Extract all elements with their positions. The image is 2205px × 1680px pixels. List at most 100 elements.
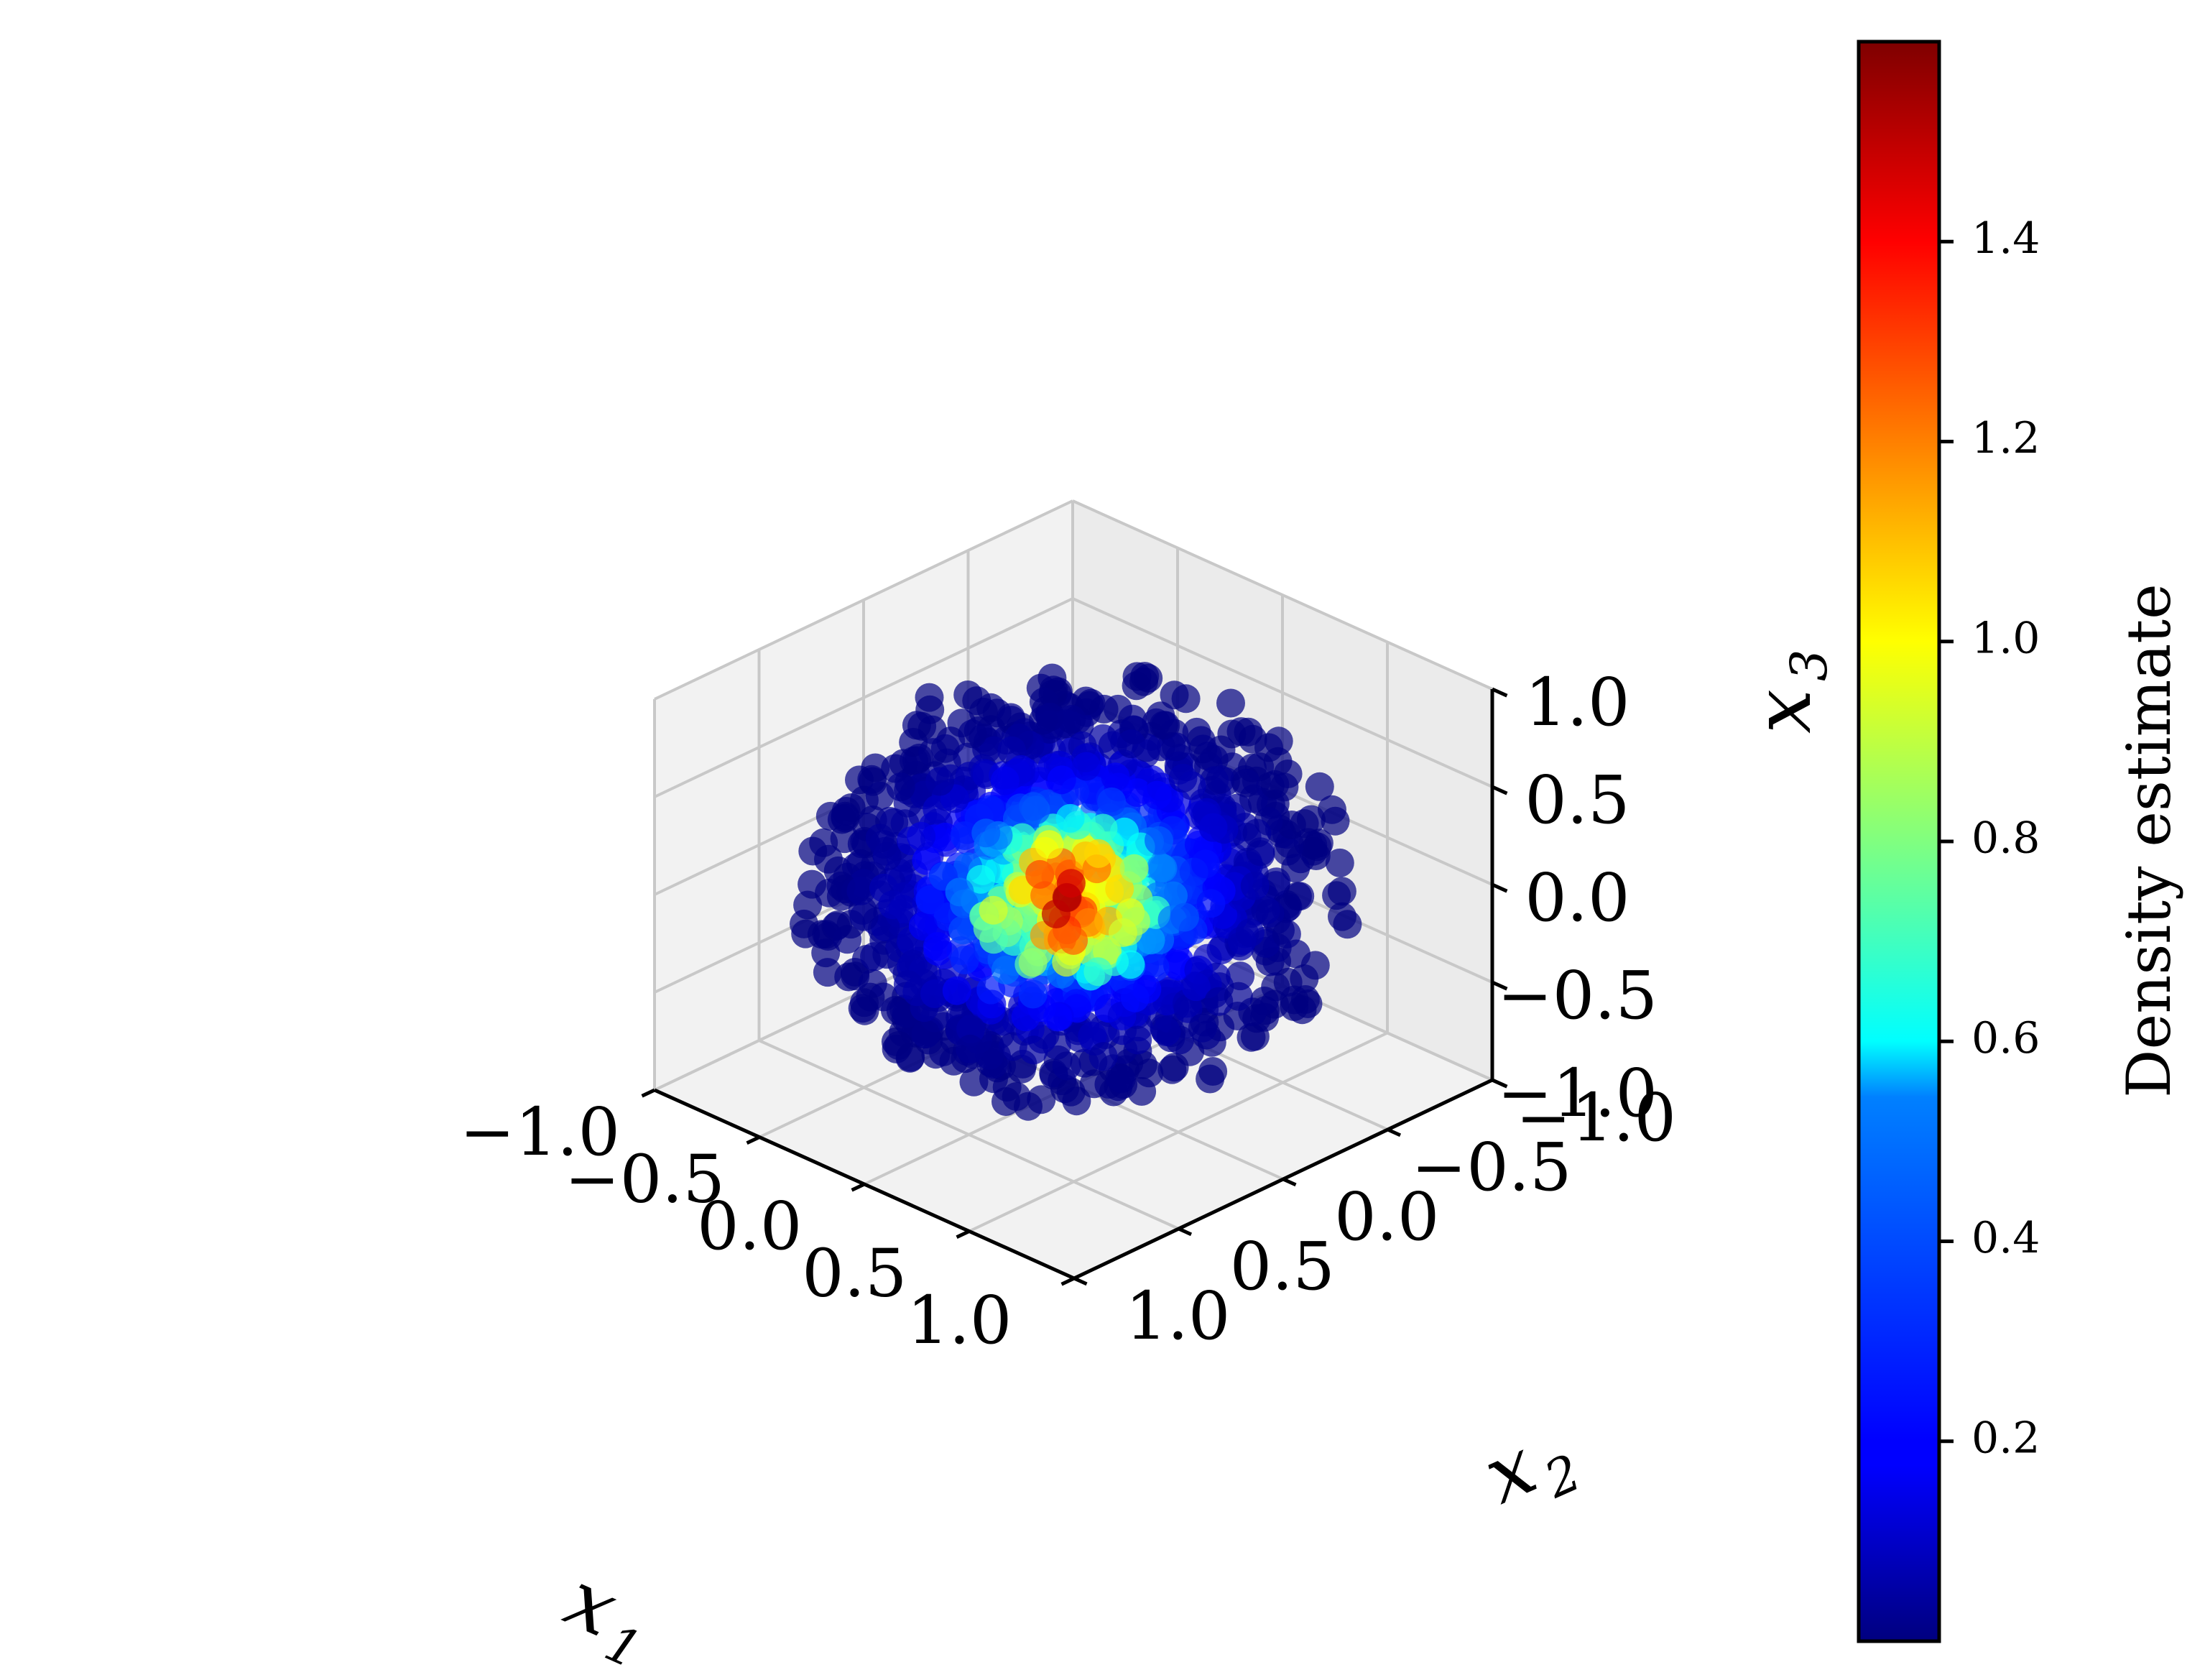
data-point: [1055, 803, 1085, 833]
data-point: [1011, 1002, 1040, 1032]
data-point: [945, 877, 974, 907]
data-point: [1116, 950, 1145, 979]
data-point: [956, 1034, 985, 1063]
data-point: [1217, 719, 1247, 749]
data-point: [1260, 770, 1290, 799]
grid-line: [969, 1031, 1388, 1233]
data-point: [1123, 1025, 1152, 1055]
data-point: [793, 890, 823, 920]
x3-tick-label: 1.0: [1525, 664, 1630, 741]
data-point: [1200, 766, 1229, 795]
data-point: [971, 818, 1001, 848]
data-point: [886, 772, 915, 802]
data-point: [1272, 919, 1301, 949]
data-point: [871, 913, 900, 942]
data-point: [1018, 948, 1048, 977]
colorbar-tick-label: 1.0: [1971, 613, 2040, 663]
x1-tick: [746, 1135, 761, 1145]
data-point: [1254, 733, 1283, 762]
data-point: [1303, 832, 1332, 862]
data-point: [1162, 732, 1191, 762]
colorbar-tick-label: 0.6: [1971, 1013, 2040, 1063]
data-point: [915, 683, 944, 712]
data-point: [942, 976, 971, 1005]
data-point: [1240, 871, 1270, 900]
data-point: [976, 975, 1006, 1005]
x2-tick: [1282, 1177, 1297, 1187]
x2-axis-label-text: x: [1471, 1420, 1549, 1522]
data-point: [1231, 768, 1261, 798]
colorbar-tick-label: 1.4: [1971, 213, 2040, 264]
x1-tick-label: −1.0: [460, 1094, 620, 1171]
data-point: [1052, 1051, 1081, 1081]
data-point: [1097, 787, 1127, 816]
data-point: [915, 885, 945, 915]
data-point: [1148, 854, 1178, 883]
x3-tick: [1491, 980, 1508, 991]
x3-tick: [1491, 1078, 1508, 1089]
x3-tick-label: 0.0: [1525, 859, 1630, 936]
x1-tick: [956, 1229, 971, 1240]
data-point: [920, 979, 949, 1008]
data-point: [991, 956, 1020, 984]
data-point: [950, 946, 979, 974]
data-point: [1117, 729, 1146, 759]
grid-line: [1072, 499, 1493, 691]
data-point: [1035, 830, 1064, 859]
data-point: [1119, 854, 1149, 883]
x1-tick-label: −0.5: [565, 1141, 725, 1218]
data-point: [930, 734, 960, 763]
data-point: [1018, 979, 1048, 1009]
colorbar-tick-label: 0.4: [1971, 1213, 2040, 1263]
data-point: [813, 958, 842, 987]
data-point: [1088, 1042, 1118, 1071]
data-point: [979, 895, 1008, 925]
data-point: [1025, 859, 1055, 889]
data-point: [1171, 684, 1201, 714]
data-point: [908, 911, 938, 941]
data-point: [791, 919, 820, 949]
colorbar-label: Density estimate: [2114, 583, 2184, 1098]
data-point: [1168, 764, 1198, 793]
data-points: [790, 662, 1362, 1121]
data-point: [1120, 983, 1150, 1012]
x2-tick-label: 0.5: [1230, 1228, 1335, 1305]
data-point: [1188, 1013, 1217, 1043]
grid-line: [654, 499, 1073, 701]
data-point: [1290, 964, 1319, 993]
x2-tick-label: 0.0: [1334, 1178, 1439, 1255]
data-point: [1242, 818, 1272, 848]
data-point: [1327, 877, 1356, 906]
x2-tick-label: 1.0: [1125, 1278, 1230, 1354]
data-point: [1142, 780, 1172, 810]
data-point: [1019, 792, 1048, 821]
x3-tick: [1491, 882, 1508, 893]
data-point: [923, 932, 952, 961]
data-point: [865, 823, 895, 853]
data-point: [1052, 948, 1081, 977]
x3-axis-label-subscript: 3: [1780, 649, 1839, 681]
data-point: [958, 719, 987, 749]
data-point: [929, 1037, 958, 1066]
data-point: [1224, 982, 1253, 1011]
data-point: [1325, 848, 1354, 877]
x1-tick-label: 1.0: [907, 1282, 1012, 1359]
data-point: [1130, 662, 1160, 691]
data-point: [1249, 987, 1279, 1015]
x1-tick: [1060, 1276, 1076, 1286]
data-point: [1170, 903, 1199, 932]
x2-tick-label: −0.5: [1411, 1129, 1571, 1206]
x2-tick: [1073, 1276, 1088, 1286]
data-point: [990, 766, 1020, 795]
data-point: [1057, 705, 1086, 734]
data-point: [1110, 817, 1139, 846]
data-point: [1106, 1064, 1136, 1094]
colorbar-gradient: [1857, 40, 1941, 1643]
data-point: [1043, 1002, 1073, 1032]
data-point: [1277, 811, 1306, 839]
data-point: [1084, 839, 1113, 868]
colorbar-tick-label: 0.8: [1971, 813, 2040, 864]
x2-axis-label: x2: [1471, 1420, 1589, 1522]
data-point: [1071, 752, 1101, 781]
